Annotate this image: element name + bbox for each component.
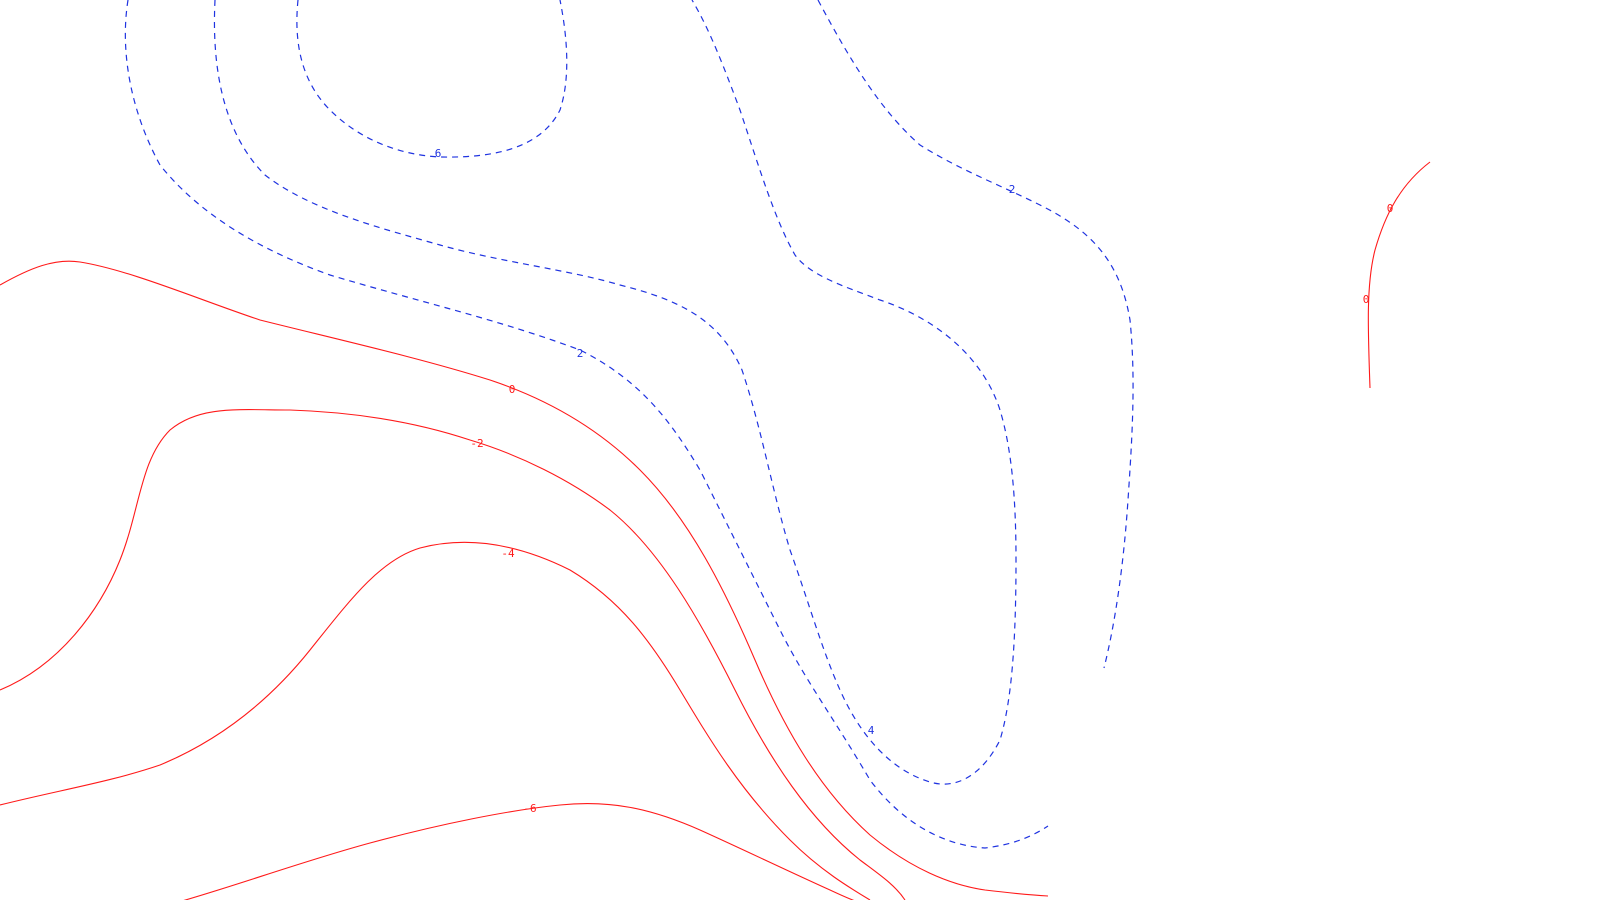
label-pos-2-left: 2	[577, 347, 584, 360]
contour-line-neg-0	[0, 260, 1049, 897]
label-pos-6: 6	[435, 147, 442, 160]
contour-line-neg-2	[0, 409, 906, 900]
label-neg-6: -6	[523, 802, 536, 815]
contour-line-zero-east	[1367, 161, 1431, 389]
contour-line-neg-6	[183, 803, 855, 900]
contour-line-pos-4-left	[213, 0, 1017, 785]
contour-line-pos-6	[296, 0, 568, 158]
label-zero-east-upper: 0	[1387, 202, 1394, 215]
label-pos-4-center: 4	[868, 724, 875, 737]
contour-line-pos-2-right	[817, 0, 1134, 669]
label-neg-0: 0	[509, 383, 516, 396]
contour-line-neg-4	[0, 541, 871, 900]
label-neg-2: -2	[470, 437, 483, 450]
label-pos-2-right: 2	[1009, 183, 1016, 196]
label-neg-4: -4	[501, 547, 515, 560]
label-zero-east-lower: 0	[1363, 293, 1370, 306]
contour-line-pos-2-left	[124, 0, 1049, 849]
